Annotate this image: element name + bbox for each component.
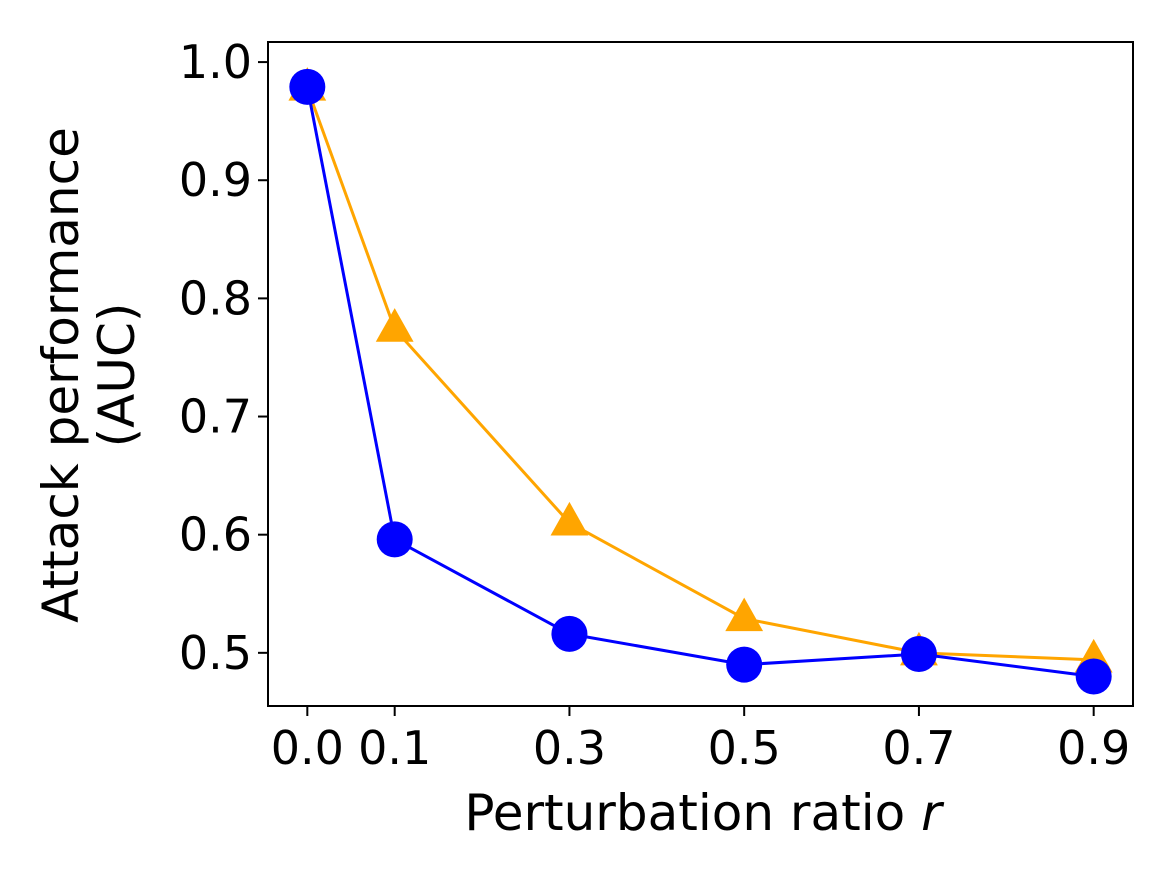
data-point [900, 636, 937, 673]
data-point [725, 597, 764, 632]
series-line [305, 86, 1094, 678]
data-point [551, 615, 588, 652]
series-line [305, 87, 1094, 662]
x-tick-label: 0.9 [1057, 721, 1130, 775]
y-axis-label-line-1: Attack performance [32, 127, 90, 623]
y-axis-label-line-2: (AUC) [88, 303, 146, 448]
data-point [289, 68, 326, 105]
y-tick-label: 0.7 [179, 390, 252, 444]
x-tick-label: 0.1 [358, 721, 431, 775]
y-axis-label: Attack performance (AUC) [32, 127, 146, 623]
x-tick-label: 0.7 [882, 721, 955, 775]
y-tick-label: 0.5 [179, 626, 252, 680]
data-point [375, 308, 414, 342]
x-axis: 0.0 0.1 0.3 0.5 0.7 0.9 [271, 706, 1130, 775]
data-point [550, 501, 589, 536]
x-tick-label: 0.5 [708, 721, 781, 775]
y-axis: 0.5 0.6 0.7 0.8 0.9 1.0 [179, 35, 268, 680]
plot-frame [267, 41, 1134, 707]
x-tick-label: 0.0 [271, 721, 344, 775]
x-tick-label: 0.3 [533, 721, 606, 775]
series-circle [289, 68, 1112, 695]
y-tick-label: 0.6 [179, 508, 252, 562]
x-axis-variable: r [921, 784, 945, 842]
data-point [1075, 658, 1112, 695]
y-tick-label: 1.0 [179, 35, 252, 89]
x-axis-label: Perturbation ratio r [464, 784, 945, 842]
y-tick-label: 0.9 [179, 153, 252, 207]
series-layer [288, 67, 1113, 695]
data-point [376, 521, 413, 558]
x-axis-label-text: Perturbation ratio [464, 784, 905, 842]
data-point [726, 646, 763, 683]
y-tick-label: 0.8 [179, 271, 252, 325]
